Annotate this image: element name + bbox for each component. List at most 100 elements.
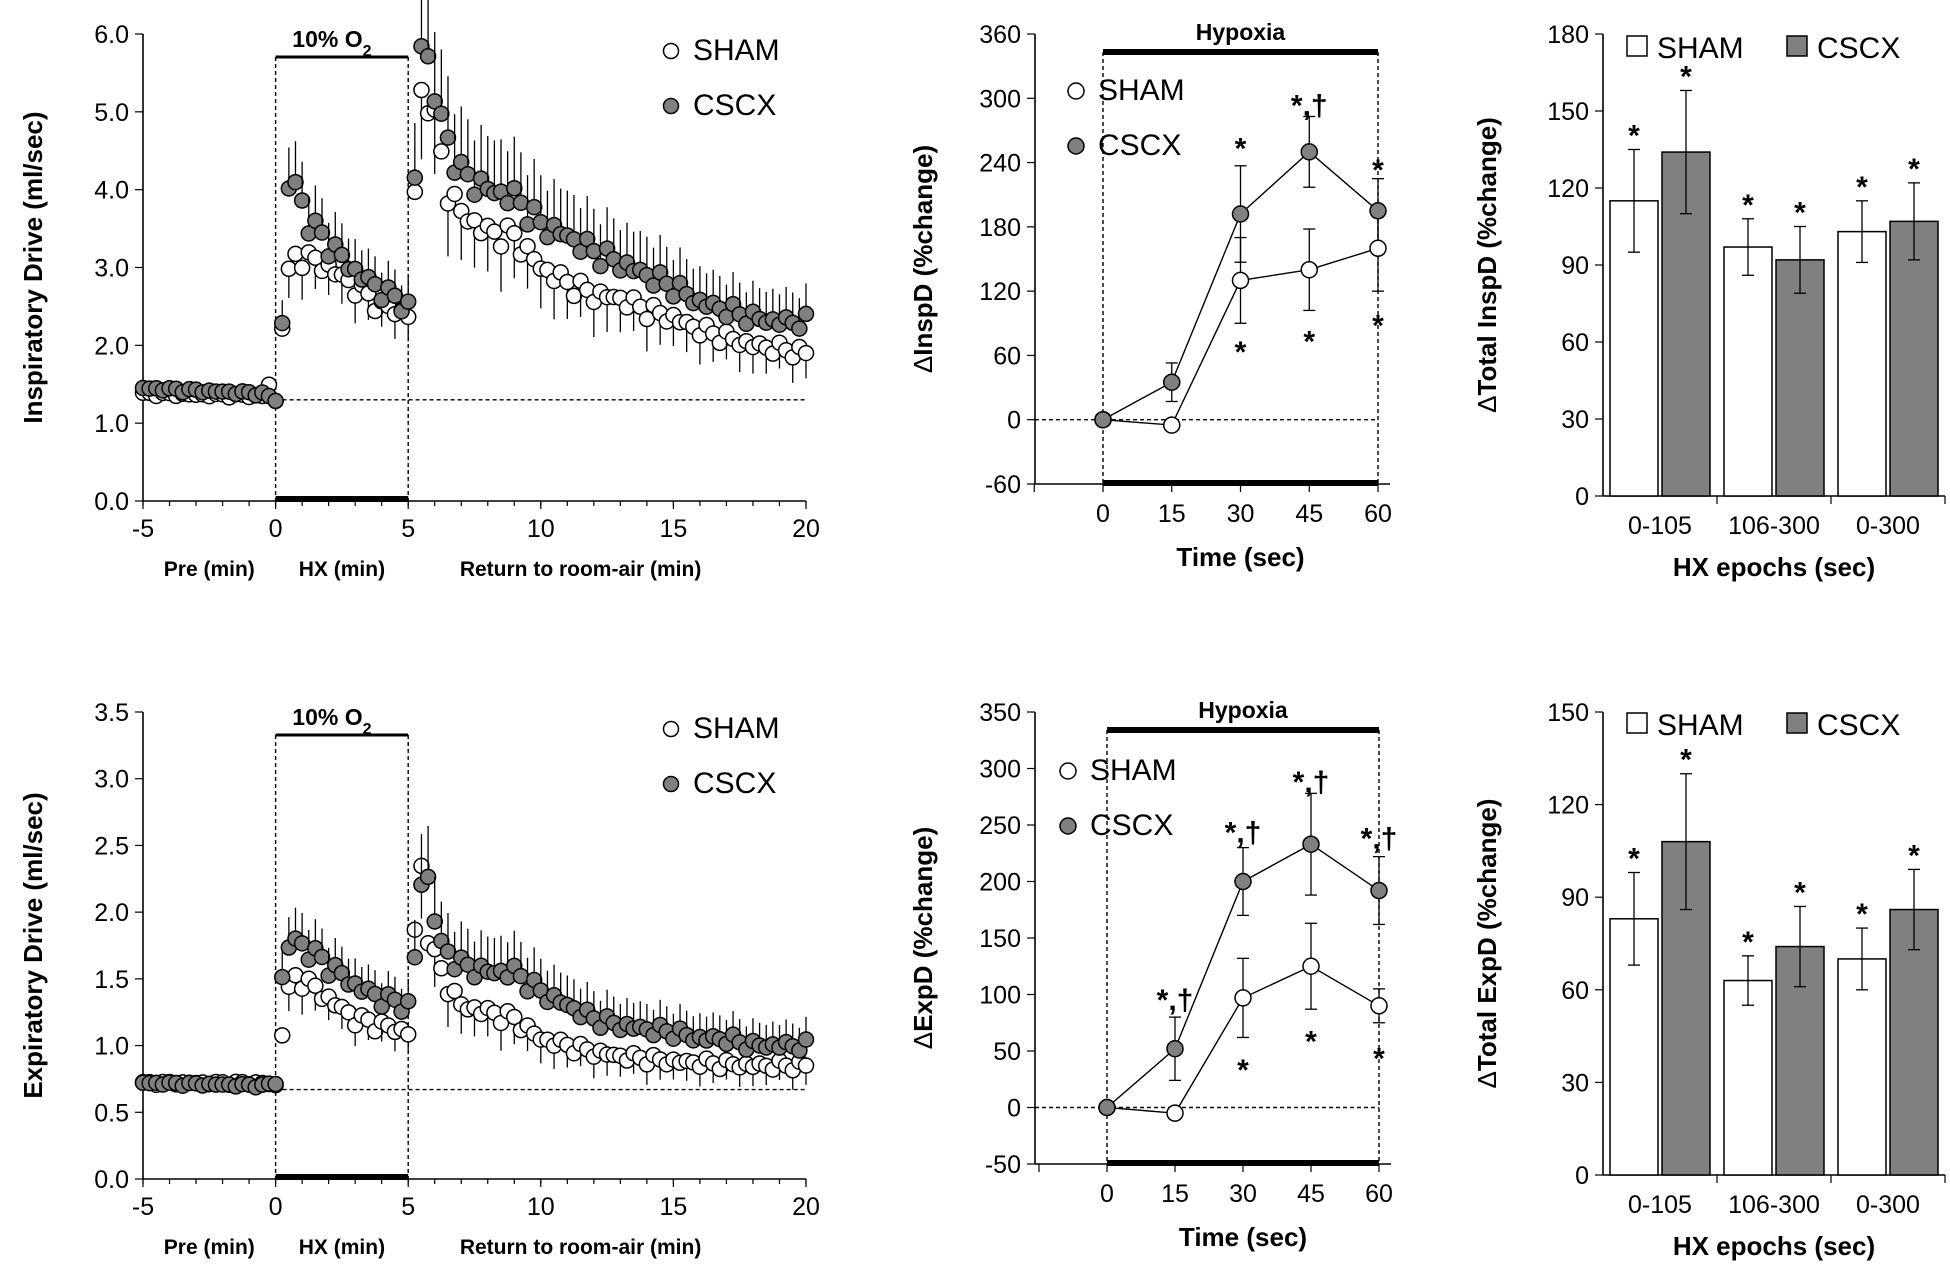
y-tick-label: 5.0	[94, 99, 129, 127]
sham-point	[433, 143, 450, 160]
cscx-point	[519, 216, 536, 233]
x-axis-label: Time (sec)	[1176, 542, 1304, 572]
cscx-point	[313, 224, 331, 241]
sham-point	[797, 1057, 815, 1074]
x-tick-label: 30	[1229, 1180, 1257, 1208]
significance-mark: *	[1373, 1043, 1385, 1076]
cscx-point	[592, 257, 609, 275]
legend-marker	[1067, 82, 1085, 100]
y-tick-label: 0.5	[94, 1099, 129, 1127]
cscx-bar	[1889, 908, 1939, 1176]
panel-insp_pct: -60 0 60 120 180 240 300 360 0 15 30 45 60 Time (sec)…	[908, 19, 1392, 572]
y-axis-label: ΔTotal InspD (%change)	[1472, 117, 1502, 413]
sham-bar	[1837, 958, 1887, 1176]
legend-marker	[662, 42, 680, 60]
y-tick-label: 360	[979, 21, 1021, 49]
legend-label: SHAM	[693, 712, 780, 745]
significance-mark: *	[1235, 336, 1247, 369]
legend-label: CSCX	[1817, 709, 1900, 742]
cscx-point	[797, 305, 815, 323]
cscx-point	[273, 314, 291, 332]
cscx-point	[399, 993, 417, 1010]
significance-mark: *	[1908, 153, 1920, 186]
y-tick-label: 1.0	[94, 1033, 129, 1061]
y-axis-label-text: ExpD (%change)	[908, 827, 938, 1032]
x-tick-label: 5	[401, 1193, 415, 1221]
y-tick-label: 150	[979, 925, 1021, 953]
legend-marker	[1059, 762, 1077, 780]
significance-mark: *	[1908, 839, 1920, 872]
y-tick-label: 200	[979, 869, 1021, 897]
y-tick-label: 150	[1547, 98, 1589, 126]
x-tick-label: 0	[1096, 500, 1110, 528]
cscx-point	[293, 192, 311, 209]
delta-symbol: Δ	[908, 356, 938, 373]
cscx-point	[1302, 835, 1320, 853]
x-axis-label: HX epochs (sec)	[1673, 1231, 1875, 1261]
y-tick-label: 6.0	[94, 21, 129, 49]
legend-label: SHAM	[1098, 74, 1185, 107]
cscx-point	[406, 169, 424, 186]
sham-point	[1370, 997, 1388, 1015]
cscx-point	[797, 1031, 815, 1048]
sham-point	[1369, 239, 1387, 258]
x-tick-label: 0-300	[1856, 512, 1920, 540]
significance-mark: *	[1303, 325, 1315, 358]
y-tick-label: 120	[1547, 175, 1589, 203]
y-tick-label: 1.5	[94, 966, 129, 994]
significance-mark: *,†	[1291, 90, 1328, 123]
y-tick-label: 0	[1575, 1162, 1589, 1190]
cscx-point	[1370, 881, 1388, 900]
legend-marker	[1067, 137, 1085, 155]
panel-insp_timecourse: 0.0 1.0 2.0 3.0 4.0 5.0 6.0 -5 0 5 10 15 20 Pre (min)…	[18, 0, 820, 581]
sham-bar	[1837, 230, 1887, 497]
cscx-point	[439, 943, 457, 960]
cscx-point	[1163, 373, 1181, 391]
significance-mark: *,†	[1225, 817, 1262, 850]
panel-title: Hypoxia	[1196, 19, 1286, 45]
sham-point	[413, 81, 430, 99]
y-tick-label: 50	[993, 1038, 1021, 1066]
y-tick-label: 100	[979, 982, 1021, 1010]
y-axis-label: ΔInspD (%change)	[908, 145, 938, 373]
legend-marker	[662, 97, 680, 115]
x-tick-label: 60	[1365, 1180, 1393, 1208]
y-tick-label: 300	[979, 85, 1021, 113]
cscx-point	[1098, 1098, 1116, 1117]
significance-mark: *	[1856, 898, 1868, 931]
y-tick-label: 0.0	[94, 488, 129, 516]
x-tick-label: 60	[1364, 500, 1392, 528]
cscx-point	[419, 868, 437, 886]
legend-marker	[662, 720, 680, 738]
y-tick-label: 30	[1561, 406, 1589, 434]
sham-point	[492, 238, 510, 255]
hypoxia-box-label-sub: 2	[363, 721, 372, 738]
legend-marker	[1059, 817, 1077, 835]
x-sublabel: Return to room-air (min)	[460, 558, 702, 581]
cscx-point	[333, 246, 351, 264]
x-axis-label: HX epochs (sec)	[1673, 552, 1875, 582]
y-axis-label-text: Total InspD (%change)	[1472, 117, 1502, 395]
y-tick-label: 3.5	[94, 699, 129, 727]
significance-mark: *	[1742, 189, 1754, 222]
x-axis-label: Time (sec)	[1179, 1222, 1307, 1252]
cscx-point	[287, 173, 304, 191]
cscx-point	[791, 320, 808, 337]
sham-point	[307, 977, 324, 995]
x-sublabel: Pre (min)	[164, 1236, 255, 1259]
cscx-point	[1166, 1039, 1184, 1058]
y-axis-label: Expiratory Drive (ml/sec)	[18, 792, 48, 1098]
sham-point	[273, 1027, 291, 1044]
cscx-point	[585, 242, 603, 260]
legend-label: CSCX	[1090, 809, 1173, 842]
legend-label: SHAM	[1657, 32, 1744, 65]
cscx-point	[1300, 143, 1318, 161]
significance-mark: *	[1628, 843, 1640, 876]
x-tick-label: 15	[659, 515, 687, 543]
y-axis-label: ΔTotal ExpD (%change)	[1472, 799, 1502, 1089]
y-tick-label: 120	[1547, 792, 1589, 820]
significance-mark: *	[1742, 926, 1754, 959]
sham-point	[638, 310, 656, 328]
cscx-point	[313, 948, 331, 966]
y-axis-label: Inspiratory Drive (ml/sec)	[18, 111, 48, 423]
